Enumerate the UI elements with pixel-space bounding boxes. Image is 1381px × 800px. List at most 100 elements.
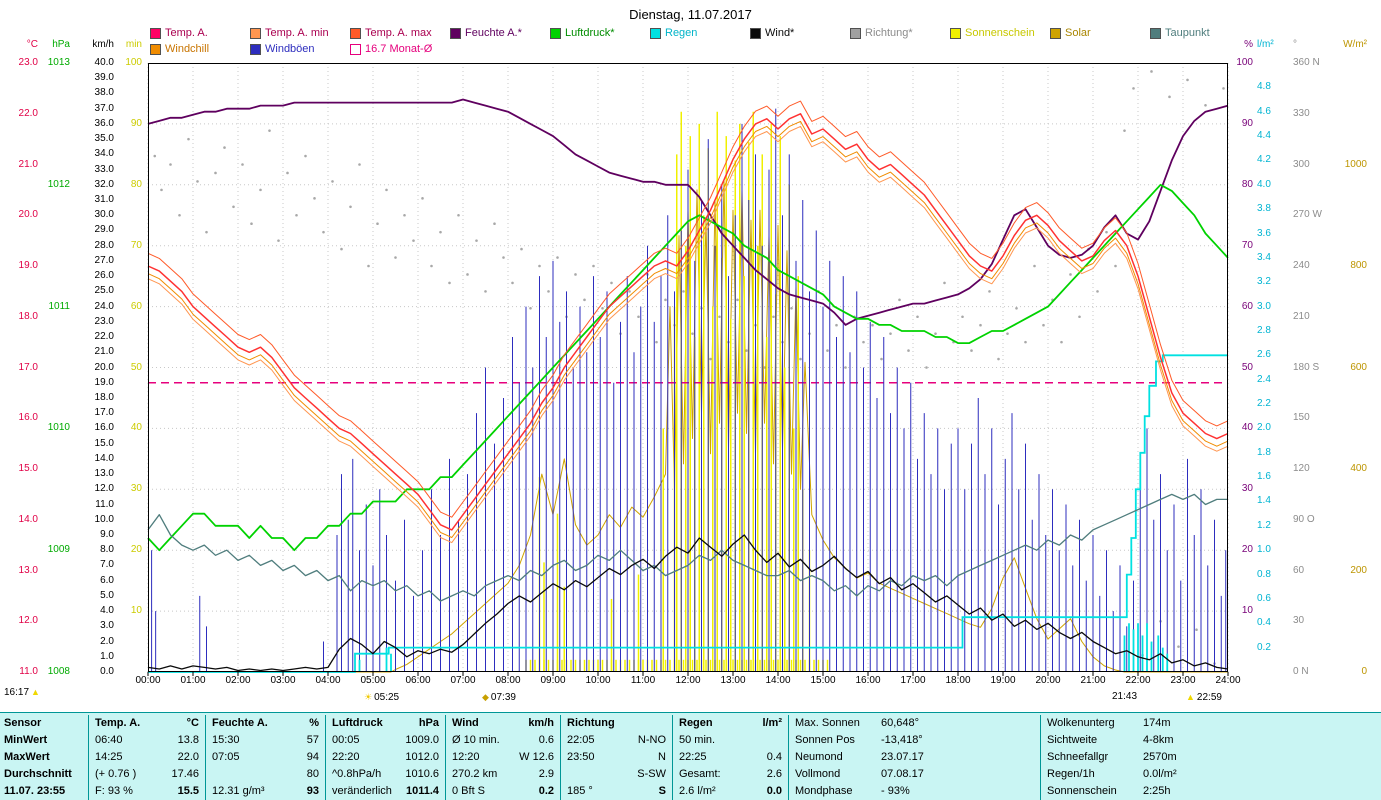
stats-cell-label: Wind — [452, 717, 479, 729]
x-axis-tick: 14:00 — [765, 675, 791, 686]
wind-axis-tick: 18.0 — [94, 391, 114, 403]
stats-cell: F: 93 % 15.5 — [88, 783, 205, 800]
stats-cell: 0 Bft S 0.2 — [445, 783, 560, 800]
rain-axis-tick: 4.8 — [1257, 81, 1271, 93]
stats-cell-label: 23:50 — [567, 751, 595, 763]
stats-cell-label: Regen/1h — [1047, 768, 1095, 780]
stats-cell-label: Gesamt: — [679, 768, 721, 780]
x-axis-tick: 00:00 — [135, 675, 161, 686]
stats-cell: S-SW — [560, 766, 672, 783]
stats-cell: Richtung — [560, 715, 672, 732]
taupunkt-swatch-icon — [1150, 27, 1161, 39]
stats-cell-value: 07.08.17 — [881, 768, 924, 780]
legend-label: Temp. A. — [165, 27, 208, 39]
sun-axis-tick: 80 — [130, 178, 142, 190]
legend-label: Temp. A. min — [265, 27, 329, 39]
legend-item-temp: Temp. A. — [150, 27, 242, 39]
wind-axis-tick: 23.0 — [94, 315, 114, 327]
wind-axis-tick: 29.0 — [94, 224, 114, 236]
legend-item-taupunkt: Taupunkt — [1150, 27, 1242, 39]
stats-cell-label: Sichtweite — [1047, 734, 1098, 746]
stats-cell-value: l/m² — [762, 717, 782, 729]
stats-cell-label: 15:30 — [212, 734, 240, 746]
stats-cell-value: 13.8 — [177, 734, 199, 746]
rain-axis-tick: 4.0 — [1257, 178, 1271, 190]
stats-cell: 12:20 W 12.6 — [445, 749, 560, 766]
time-annotation: ☀ 05:25 — [362, 692, 399, 703]
legend-item-richtung: Richtung* — [850, 27, 942, 39]
time-annotation: 21:43 — [1112, 692, 1137, 702]
x-axis-tick: 03:00 — [270, 675, 296, 686]
stats-cell: Max. Sonnen 60,648° — [788, 715, 1040, 732]
stats-cell-value: 1009.0 — [405, 734, 439, 746]
wind-axis-tick: 33.0 — [94, 163, 114, 175]
stats-cell-value: °C — [186, 717, 199, 729]
x-axis-tick: 18:00 — [945, 675, 971, 686]
stats-cell-label: Max. Sonnen — [795, 717, 860, 729]
stats-cell-value: S — [658, 785, 666, 797]
stats-cell: Regen l/m² — [672, 715, 788, 732]
stats-cell-value: 2.6 — [766, 768, 782, 780]
annotation-time: 21:43 — [1112, 691, 1138, 702]
temp-axis-tick: 16.0 — [18, 412, 38, 424]
stats-cell: 22:20 1012.0 — [325, 749, 445, 766]
dir-axis-unit: ° — [1293, 39, 1297, 50]
stats-cell-value: 174m — [1143, 717, 1171, 729]
wind-axis-tick: 16.0 — [94, 422, 114, 434]
stats-row-label: Durchschnitt — [4, 768, 72, 780]
page-title: Dienstag, 11.07.2017 — [629, 7, 752, 22]
stats-cell: 50 min. — [672, 732, 788, 749]
stats-cell-value: 1012.0 — [405, 751, 439, 763]
stats-cell-value: -13,418° — [881, 734, 923, 746]
rain-axis-unit: l/m² — [1257, 39, 1274, 50]
wind-axis-tick: 19.0 — [94, 376, 114, 388]
legend-label: Windböen — [265, 43, 315, 55]
wind-axis-tick: 40.0 — [94, 57, 114, 68]
stats-cell-label: Ø 10 min. — [452, 734, 500, 746]
stats-cell-value: S-SW — [637, 768, 666, 780]
temp-axis-tick: 12.0 — [18, 615, 38, 627]
stats-cell: Sonnenschein 2:25h — [1040, 783, 1381, 800]
stats-cell-label: F: 93 % — [95, 785, 133, 797]
stats-cell-value: % — [309, 717, 319, 729]
legend-item-solar: Solar — [1050, 27, 1142, 39]
solar-axis-tick: 800 — [1350, 260, 1367, 271]
dir-axis-tick: 30 — [1293, 615, 1305, 627]
stats-cell-value: 0.4 — [766, 751, 782, 763]
annotation-time: 16:17 — [4, 687, 30, 698]
x-axis-tick: 13:00 — [720, 675, 746, 686]
wind-axis-tick: 39.0 — [94, 72, 114, 84]
dir-axis-tick: 180 S — [1293, 361, 1320, 373]
rain-axis-tick: 4.2 — [1257, 154, 1271, 166]
legend-label: Taupunkt — [1165, 27, 1210, 39]
rain-axis-tick: 0.2 — [1257, 641, 1271, 653]
stats-cell-value: N — [658, 751, 666, 763]
dir-axis-tick: 210 — [1293, 310, 1310, 322]
stats-cell: 00:05 1009.0 — [325, 732, 445, 749]
stats-cell-value: 23.07.17 — [881, 751, 924, 763]
stats-cell-value: 15.5 — [177, 785, 199, 797]
legend-item-sonnenschein: Sonnenschein — [950, 27, 1042, 39]
stats-cell-value: 0.0l/m² — [1143, 768, 1177, 780]
pct-axis-unit: % — [1244, 39, 1253, 50]
x-axis-tick: 19:00 — [990, 675, 1016, 686]
stats-table: Sensor Temp. A. °C Feuchte A.% Luftdruck hPa W… — [0, 712, 1381, 800]
stats-cell-label: 22:25 — [679, 751, 707, 763]
stats-cell-value: 60,648° — [881, 717, 920, 729]
stats-cell: 22:25 0.4 — [672, 749, 788, 766]
wind-axis-tick: 14.0 — [94, 452, 114, 464]
hpa-axis-tick: 1013 — [47, 57, 70, 68]
wind-axis-tick: 7.0 — [100, 559, 114, 571]
stats-cell-label: veränderlich — [332, 785, 392, 797]
x-axis-tick: 20:00 — [1035, 675, 1061, 686]
legend-label: Richtung* — [865, 27, 913, 39]
rain-axis-tick: 2.8 — [1257, 324, 1271, 336]
feuchte-swatch-icon — [450, 27, 461, 39]
wind-axis-tick: 25.0 — [94, 285, 114, 297]
stats-cell-label: 185 ° — [567, 785, 593, 797]
wind-axis-tick: 2.0 — [100, 635, 114, 647]
stats-cell: 80 — [205, 766, 325, 783]
stats-cell: Neumond 23.07.17 — [788, 749, 1040, 766]
sun-axis-tick: 70 — [130, 239, 142, 251]
